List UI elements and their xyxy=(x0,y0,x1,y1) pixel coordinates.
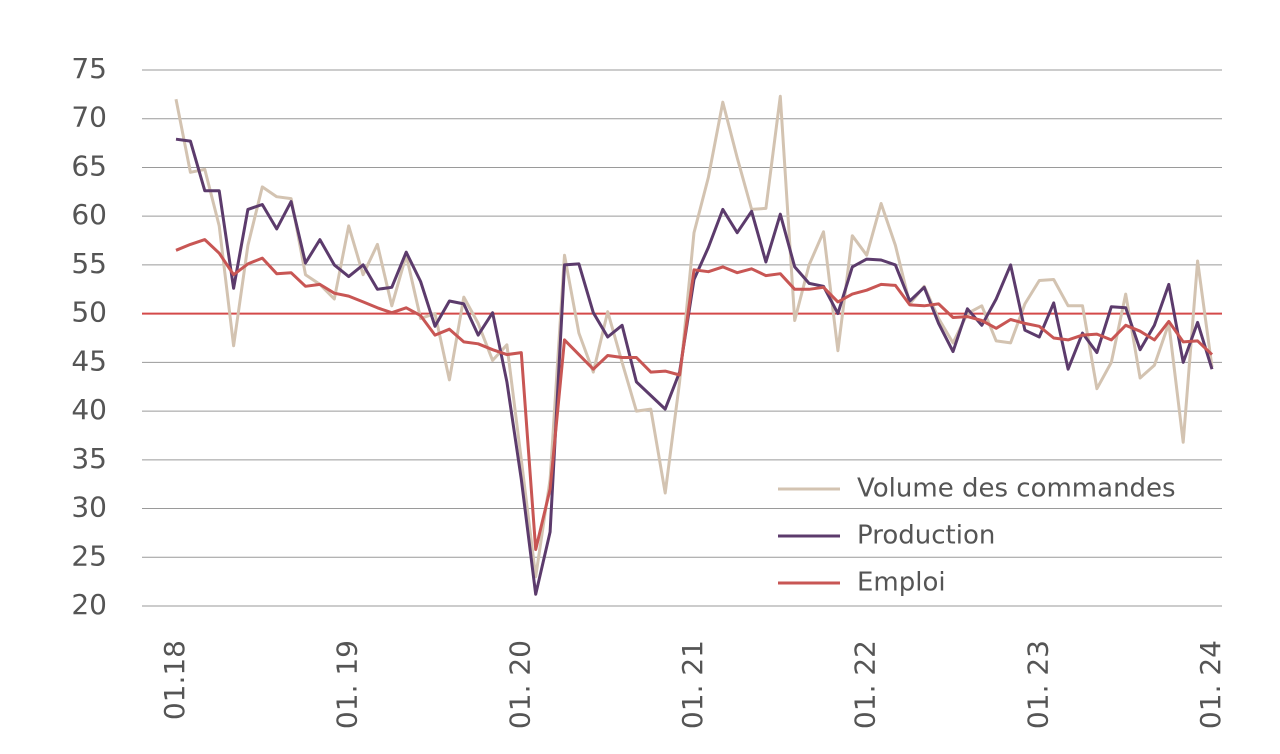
y-tick-label: 25 xyxy=(71,539,107,572)
legend-label: Volume des commandes xyxy=(857,474,1176,504)
y-tick-label: 60 xyxy=(71,198,107,231)
y-tick-label: 35 xyxy=(71,442,107,475)
x-tick-label: 01. 20 xyxy=(503,640,536,729)
y-tick-label: 45 xyxy=(71,344,107,377)
x-tick-label: 01.18 xyxy=(158,640,191,720)
y-tick-label: 70 xyxy=(71,101,107,134)
series-line xyxy=(174,94,1214,579)
y-tick-label: 20 xyxy=(71,588,107,621)
series-line xyxy=(175,137,1214,596)
legend-label: Emploi xyxy=(857,568,946,598)
y-tick-label: 50 xyxy=(71,296,107,329)
y-tick-label: 75 xyxy=(71,52,107,85)
y-tick-label: 55 xyxy=(71,247,107,280)
y-tick-label: 65 xyxy=(71,149,107,182)
x-tick-label: 01. 22 xyxy=(849,640,882,729)
legend-label: Production xyxy=(857,521,995,551)
x-tick-label: 01. 21 xyxy=(676,640,709,729)
y-tick-label: 30 xyxy=(71,491,107,524)
series-line xyxy=(175,238,1214,551)
y-tick-label: 40 xyxy=(71,393,107,426)
x-tick-label: 01. 19 xyxy=(331,640,364,729)
x-tick-label: 01. 23 xyxy=(1021,640,1054,729)
x-tick-label: 01. 24 xyxy=(1194,640,1227,729)
